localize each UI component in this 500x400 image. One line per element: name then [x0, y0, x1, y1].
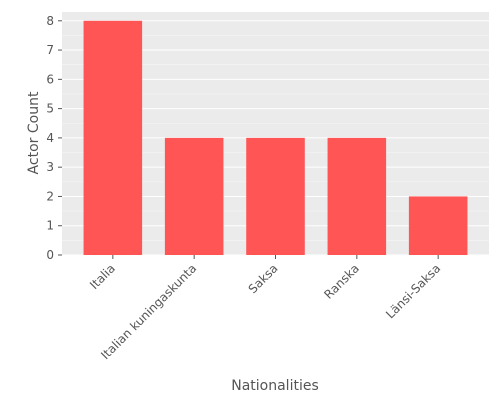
y-tick-label: 4 — [46, 131, 54, 145]
bar — [83, 20, 143, 256]
x-tick-label: Italian kuningaskunta — [98, 261, 199, 362]
x-tick-label: Länsi-Saksa — [383, 261, 443, 321]
x-tick-label: Ranska — [321, 261, 362, 302]
y-axis-title: Actor Count — [26, 91, 42, 174]
x-tick-label: Italia — [87, 261, 118, 292]
y-tick-label: 3 — [46, 160, 54, 174]
y-tick-label: 8 — [46, 14, 54, 28]
y-tick-label: 0 — [46, 248, 54, 262]
y-tick-label: 5 — [46, 102, 54, 116]
x-axis-title: Nationalities — [231, 378, 319, 394]
bar — [164, 137, 224, 255]
y-tick-label: 1 — [46, 219, 54, 233]
bar — [408, 196, 468, 255]
bar — [246, 137, 305, 255]
y-axis-ticks: 0 1 2 3 4 5 6 7 8 — [46, 14, 62, 262]
bar — [327, 137, 387, 255]
y-tick-label: 2 — [46, 189, 54, 203]
y-tick-label: 6 — [46, 72, 54, 86]
y-tick-label: 7 — [46, 43, 54, 57]
x-tick-label: Saksa — [246, 261, 281, 296]
bars — [83, 20, 468, 256]
